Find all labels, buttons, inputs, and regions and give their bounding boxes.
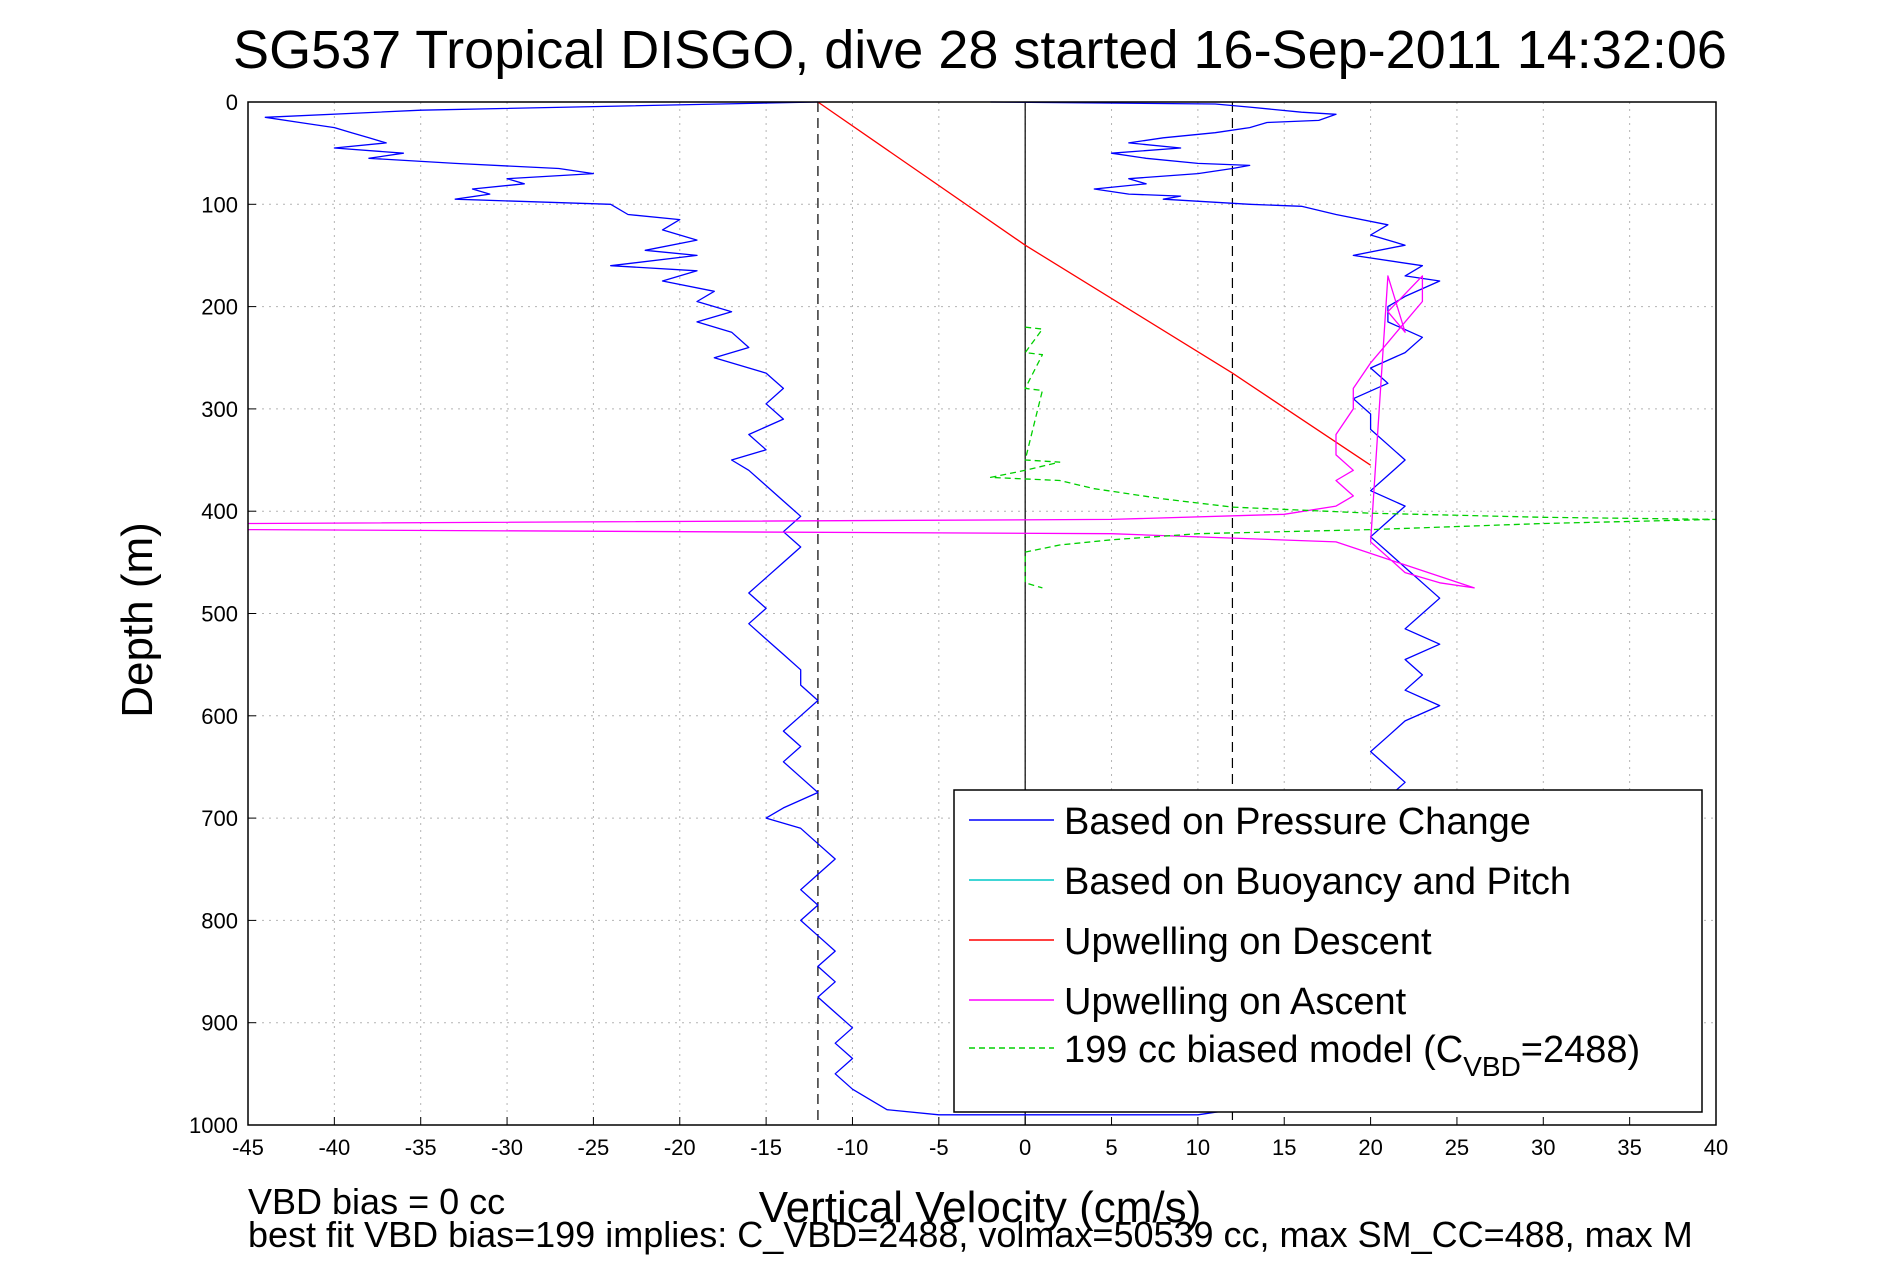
x-tick-label: -20 bbox=[664, 1135, 696, 1160]
x-tick-label: 40 bbox=[1704, 1135, 1728, 1160]
y-axis-label: Depth (m) bbox=[113, 522, 162, 718]
x-tick-label: -35 bbox=[405, 1135, 437, 1160]
plot-frame bbox=[247, 101, 1717, 1126]
x-tick-label: -45 bbox=[232, 1135, 264, 1160]
legend-label: 199 cc biased model (CVBD=2488) bbox=[1064, 1029, 1640, 1082]
y-tick-label: 100 bbox=[201, 192, 238, 217]
vbd-bias-note: VBD bias = 0 cc bbox=[248, 1181, 505, 1222]
y-tick-label: 500 bbox=[201, 602, 238, 627]
y-tick-label: 300 bbox=[201, 397, 238, 422]
series-line-upwelling-on-descent bbox=[817, 101, 1371, 466]
x-tick-label: -15 bbox=[750, 1135, 782, 1160]
legend: Based on Pressure Change Based on Buoyanc… bbox=[953, 789, 1703, 1113]
best-fit-note: best fit VBD bias=199 implies: C_VBD=248… bbox=[248, 1214, 1693, 1255]
x-tick-label: -10 bbox=[837, 1135, 869, 1160]
y-tick-label: 400 bbox=[201, 499, 238, 524]
legend-label: Based on Pressure Change bbox=[1064, 801, 1531, 843]
legend-label-text: Based on Buoyancy and Pitch bbox=[1064, 861, 1571, 903]
legend-label: Upwelling on Ascent bbox=[1064, 981, 1407, 1023]
legend-label-text: Upwelling on Descent bbox=[1064, 921, 1432, 963]
y-tick-labels: 0 100 200 300 400 500 600 700 800 900 1000 bbox=[189, 90, 238, 1138]
x-tick-label: 30 bbox=[1531, 1135, 1555, 1160]
chart-title: SG537 Tropical DISGO, dive 28 started 16… bbox=[233, 20, 1727, 80]
x-tick-label: 5 bbox=[1105, 1135, 1117, 1160]
series-line-based-on-pressure-change bbox=[990, 101, 1441, 799]
legend-label-text: Based on Pressure Change bbox=[1064, 801, 1531, 843]
legend-label-subscript: VBD bbox=[1463, 1051, 1521, 1082]
series-line-199-cc-biased-model-c-vbd-2488 bbox=[989, 326, 1717, 589]
legend-label: Upwelling on Descent bbox=[1064, 921, 1432, 963]
series-line-based-on-pressure-change bbox=[264, 101, 1233, 1116]
legend-box bbox=[953, 789, 1703, 1113]
legend-label-text: 199 cc biased model (C bbox=[1064, 1029, 1463, 1071]
y-tick-label: 200 bbox=[201, 295, 238, 320]
legend-label: Based on Buoyancy and Pitch bbox=[1064, 861, 1571, 903]
x-tick-label: 25 bbox=[1445, 1135, 1469, 1160]
legend-label-text: Upwelling on Ascent bbox=[1064, 981, 1407, 1023]
series-line-upwelling-on-ascent bbox=[247, 275, 1475, 589]
x-tick-label: 20 bbox=[1358, 1135, 1382, 1160]
x-tick-label: -5 bbox=[929, 1135, 949, 1160]
x-tick-label: 10 bbox=[1186, 1135, 1210, 1160]
x-tick-label: 15 bbox=[1272, 1135, 1296, 1160]
x-axis-label: Vertical Velocity (cm/s) bbox=[759, 1183, 1202, 1232]
x-tick-label: 0 bbox=[1019, 1135, 1031, 1160]
x-tick-label: 35 bbox=[1617, 1135, 1641, 1160]
y-tick-label: 600 bbox=[201, 704, 238, 729]
y-tick-label: 0 bbox=[226, 90, 238, 115]
y-tick-label: 700 bbox=[201, 806, 238, 831]
series-group bbox=[247, 101, 1717, 1116]
x-tick-label: -25 bbox=[578, 1135, 610, 1160]
x-tick-label: -40 bbox=[318, 1135, 350, 1160]
y-tick-label: 900 bbox=[201, 1011, 238, 1036]
legend-label-suffix: =2488) bbox=[1521, 1029, 1640, 1071]
x-tick-label: -30 bbox=[491, 1135, 523, 1160]
x-tick-labels: -45 -40 -35 -30 -25 -20 -15 -10 -5 0 5 10 15 20 25 30 35… bbox=[232, 1135, 1728, 1160]
y-tick-label: 800 bbox=[201, 908, 238, 933]
y-tick-label: 1000 bbox=[189, 1113, 238, 1138]
